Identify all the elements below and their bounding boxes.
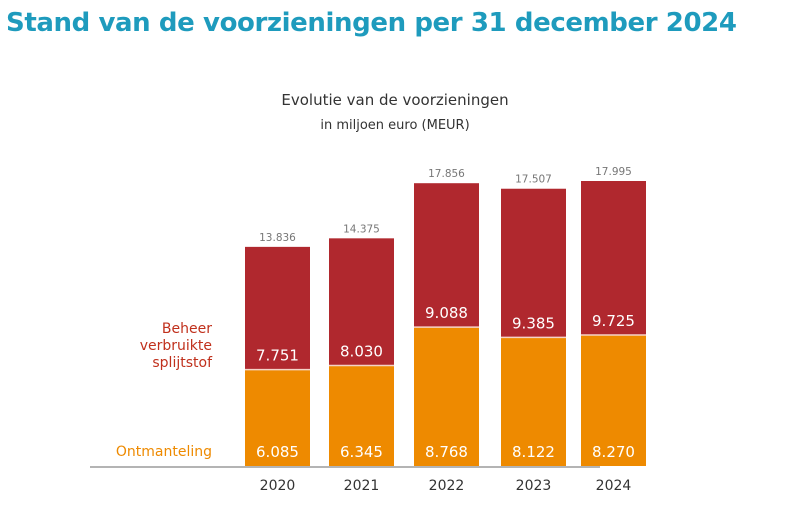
value-label-beheer-2024: 9.725 [592, 312, 635, 330]
legend-beheer-line-2: verbruikte [140, 338, 212, 354]
value-label-beheer-2022: 9.088 [425, 304, 468, 322]
value-label-ontmanteling-2022: 8.768 [425, 443, 468, 461]
bars-group [245, 181, 646, 466]
bar-ontmanteling-2023 [501, 337, 566, 466]
total-label-2023: 17.507 [515, 174, 552, 186]
chart-title: Evolutie van de voorzieningen [281, 91, 508, 109]
value-label-ontmanteling-2023: 8.122 [512, 443, 555, 461]
bar-beheer-2021 [329, 238, 394, 366]
value-label-beheer-2020: 7.751 [256, 347, 299, 365]
x-axis-ticks: 2020 2021 2022 2023 2024 [260, 478, 632, 494]
bar-beheer-2020 [245, 246, 310, 370]
bar-beheer-2023 [501, 188, 566, 338]
total-label-2024: 17.995 [595, 166, 632, 178]
x-tick-label-2023: 2023 [516, 478, 552, 494]
total-label-2022: 17.856 [428, 168, 465, 180]
x-tick-label-2022: 2022 [429, 478, 465, 494]
total-label-2021: 14.375 [343, 223, 380, 235]
x-tick-label-2024: 2024 [596, 478, 632, 494]
legend-beheer-line-3: splijtstof [152, 355, 213, 371]
page-title: Stand van de voorzieningen per 31 decemb… [6, 8, 737, 38]
value-label-ontmanteling-2021: 6.345 [340, 443, 383, 461]
labels-group: 6.085 7.751 13.836 6.345 8.030 14.375 8.768 9.0… [256, 166, 635, 461]
x-tick-label-2020: 2020 [260, 478, 296, 494]
legend-beheer-line-1: Beheer [162, 321, 212, 337]
bar-ontmanteling-2022 [414, 327, 479, 466]
bar-beheer-2024 [581, 181, 646, 336]
chart-subtitle: in miljoen euro (MEUR) [320, 118, 469, 133]
total-label-2020: 13.836 [259, 232, 296, 244]
bar-ontmanteling-2024 [581, 335, 646, 466]
bar-beheer-2022 [414, 183, 479, 328]
x-tick-label-2021: 2021 [344, 478, 380, 494]
value-label-ontmanteling-2020: 6.085 [256, 443, 299, 461]
bar-ontmanteling-2021 [329, 365, 394, 466]
legend: Beheer verbruikte splijtstof Ontmantelin… [116, 321, 213, 460]
value-label-beheer-2023: 9.385 [512, 314, 555, 332]
bar-ontmanteling-2020 [245, 369, 310, 466]
legend-ontmanteling: Ontmanteling [116, 444, 212, 460]
value-label-beheer-2021: 8.030 [340, 343, 383, 361]
value-label-ontmanteling-2024: 8.270 [592, 443, 635, 461]
